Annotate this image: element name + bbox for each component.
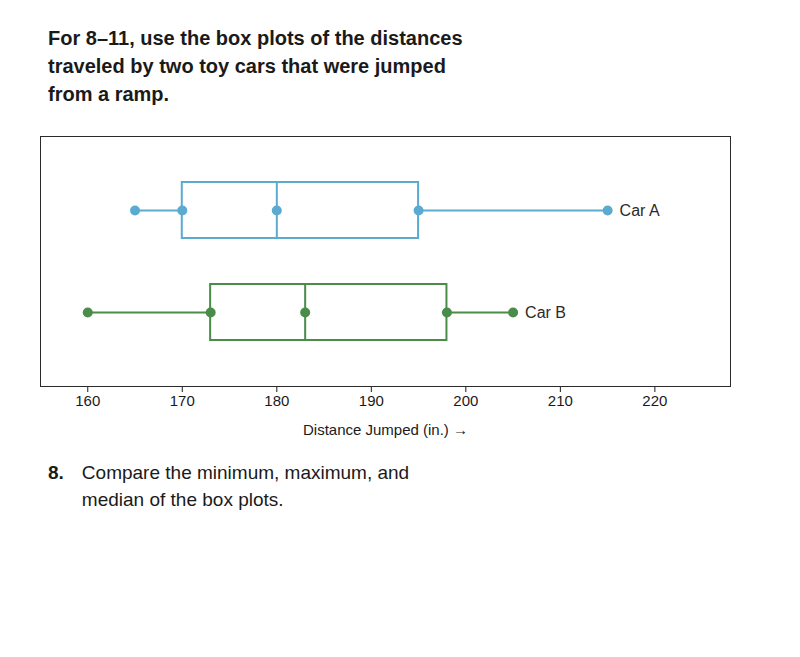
html-text:8.: 8.: [48, 462, 64, 483]
svg-text:210: 210: [548, 392, 573, 409]
html-text:Compare the minimum, maximum,: Compare the minimum, maximum, and median…: [81, 462, 410, 510]
svg-text:Distance Jumped (in.) →: Distance Jumped (in.) →: [303, 421, 468, 438]
svg-text:Car B: Car B: [525, 304, 566, 321]
html-text:For 8–11, use the box plots of: For 8–11, use the box plots of the dista…: [48, 27, 463, 105]
svg-text:200: 200: [453, 392, 478, 409]
svg-text:170: 170: [170, 392, 195, 409]
svg-text:180: 180: [264, 392, 289, 409]
svg-text:160: 160: [75, 392, 100, 409]
svg-text:Car A: Car A: [620, 202, 660, 219]
svg-text:220: 220: [642, 392, 667, 409]
svg-text:190: 190: [359, 392, 384, 409]
